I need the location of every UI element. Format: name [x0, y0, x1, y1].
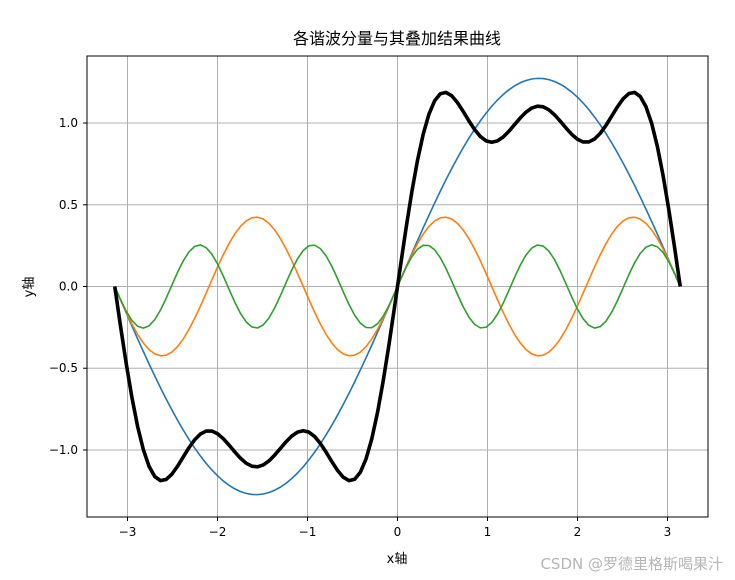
y-tick-label: −1.0 — [49, 443, 78, 457]
x-tick-label: 0 — [394, 525, 402, 539]
y-tick-label: 0.0 — [59, 280, 78, 294]
y-axis-label: y轴 — [22, 277, 37, 298]
y-tick-label: 0.5 — [59, 198, 78, 212]
series-sum-line — [112, 90, 683, 483]
series-group — [112, 77, 683, 496]
x-axis-label: x轴 — [387, 552, 408, 567]
x-tick-label: 3 — [664, 525, 672, 539]
chart-title: 各谐波分量与其叠加结果曲线 — [293, 29, 501, 48]
x-axis-ticks: −3 −2 −1 0 1 2 3 — [119, 517, 672, 539]
y-tick-label: 1.0 — [59, 116, 78, 130]
x-tick-label: −3 — [119, 525, 137, 539]
y-tick-label: −0.5 — [49, 361, 78, 375]
x-tick-label: 2 — [574, 525, 582, 539]
y-axis-ticks: −1.0 −0.5 0.0 0.5 1.0 — [49, 116, 87, 457]
x-tick-label: 1 — [484, 525, 492, 539]
watermark: CSDN @罗德里格斯喝果汁 — [540, 555, 723, 573]
x-tick-label: −2 — [209, 525, 227, 539]
x-tick-label: −1 — [299, 525, 317, 539]
